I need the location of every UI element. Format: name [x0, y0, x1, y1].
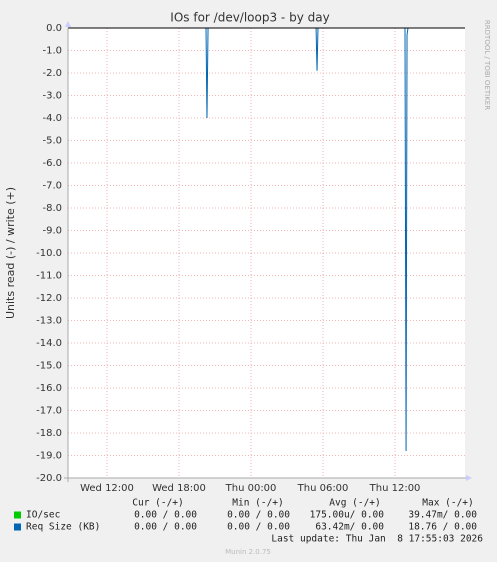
legend-label: IO/sec: [26, 510, 60, 521]
axis-arrow: [466, 475, 472, 481]
y-tick-label: -11.0: [36, 271, 62, 282]
series-line: [68, 27, 465, 452]
legend-value: 39.47m/ 0.00: [408, 510, 477, 521]
last-update: Last update: Thu Jan 8 17:55:03 2026: [271, 534, 483, 545]
y-tick-label: -4.0: [42, 113, 62, 124]
legend-label: Req Size (KB): [26, 522, 100, 533]
footer: Munin 2.0.75: [225, 548, 271, 556]
y-tick-label: -18.0: [36, 428, 62, 439]
legend-value: 0.00 / 0.00: [134, 510, 197, 521]
legend-value: 175.00u/ 0.00: [310, 510, 385, 521]
y-tick-label: -16.0: [36, 383, 62, 394]
y-tick-label: -9.0: [42, 226, 62, 237]
x-tick-label: Thu 00:00: [225, 483, 277, 494]
x-tick-label: Wed 18:00: [152, 483, 206, 494]
legend-header: Max (-/+): [422, 498, 473, 509]
y-tick-label: -3.0: [42, 91, 62, 102]
legend-header: Cur (-/+): [132, 498, 183, 509]
y-tick-label: -12.0: [36, 293, 62, 304]
x-tick-label: Thu 06:00: [297, 483, 349, 494]
legend-value: 0.00 / 0.00: [227, 510, 290, 521]
y-tick-label: -6.0: [42, 158, 62, 169]
side-label: RRDTOOL / TOBI OETIKER: [483, 20, 491, 110]
grid: [68, 27, 465, 479]
y-tick-label: 0.0: [46, 23, 62, 34]
legend-value: 18.76 / 0.00: [408, 522, 477, 533]
y-axis-label: Units read (-) / write (+): [4, 187, 17, 319]
y-tick-label: -1.0: [42, 46, 62, 57]
lines: [68, 27, 465, 452]
y-tick-label: -20.0: [36, 473, 62, 484]
legend-value: 0.00 / 0.00: [134, 522, 197, 533]
legend: Cur (-/+) Min (-/+) Avg (-/+) Max (-/+) IO/s…: [14, 498, 483, 556]
y-tick-label: -19.0: [36, 451, 62, 462]
y-tick-label: -5.0: [42, 136, 62, 147]
y-tick-label: -13.0: [36, 316, 62, 327]
legend-header: Min (-/+): [232, 498, 283, 509]
legend-header: Avg (-/+): [329, 498, 380, 509]
y-tick-label: -8.0: [42, 203, 62, 214]
chart-title: IOs for /dev/loop3 - by day: [170, 11, 329, 25]
x-tick-label: Wed 12:00: [80, 483, 134, 494]
legend-value: 63.42m/ 0.00: [315, 522, 384, 533]
y-tick-label: -17.0: [36, 406, 62, 417]
y-tick-label: -2.0: [42, 68, 62, 79]
legend-swatch: [14, 523, 21, 531]
x-tick-label: Thu 12:00: [369, 483, 421, 494]
y-tick-label: -14.0: [36, 338, 62, 349]
legend-value: 0.00 / 0.00: [227, 522, 290, 533]
axis-arrow: [65, 21, 71, 27]
y-tick-label: -7.0: [42, 181, 62, 192]
legend-swatch: [14, 511, 21, 519]
y-tick-label: -15.0: [36, 361, 62, 372]
y-tick-label: -10.0: [36, 248, 62, 259]
